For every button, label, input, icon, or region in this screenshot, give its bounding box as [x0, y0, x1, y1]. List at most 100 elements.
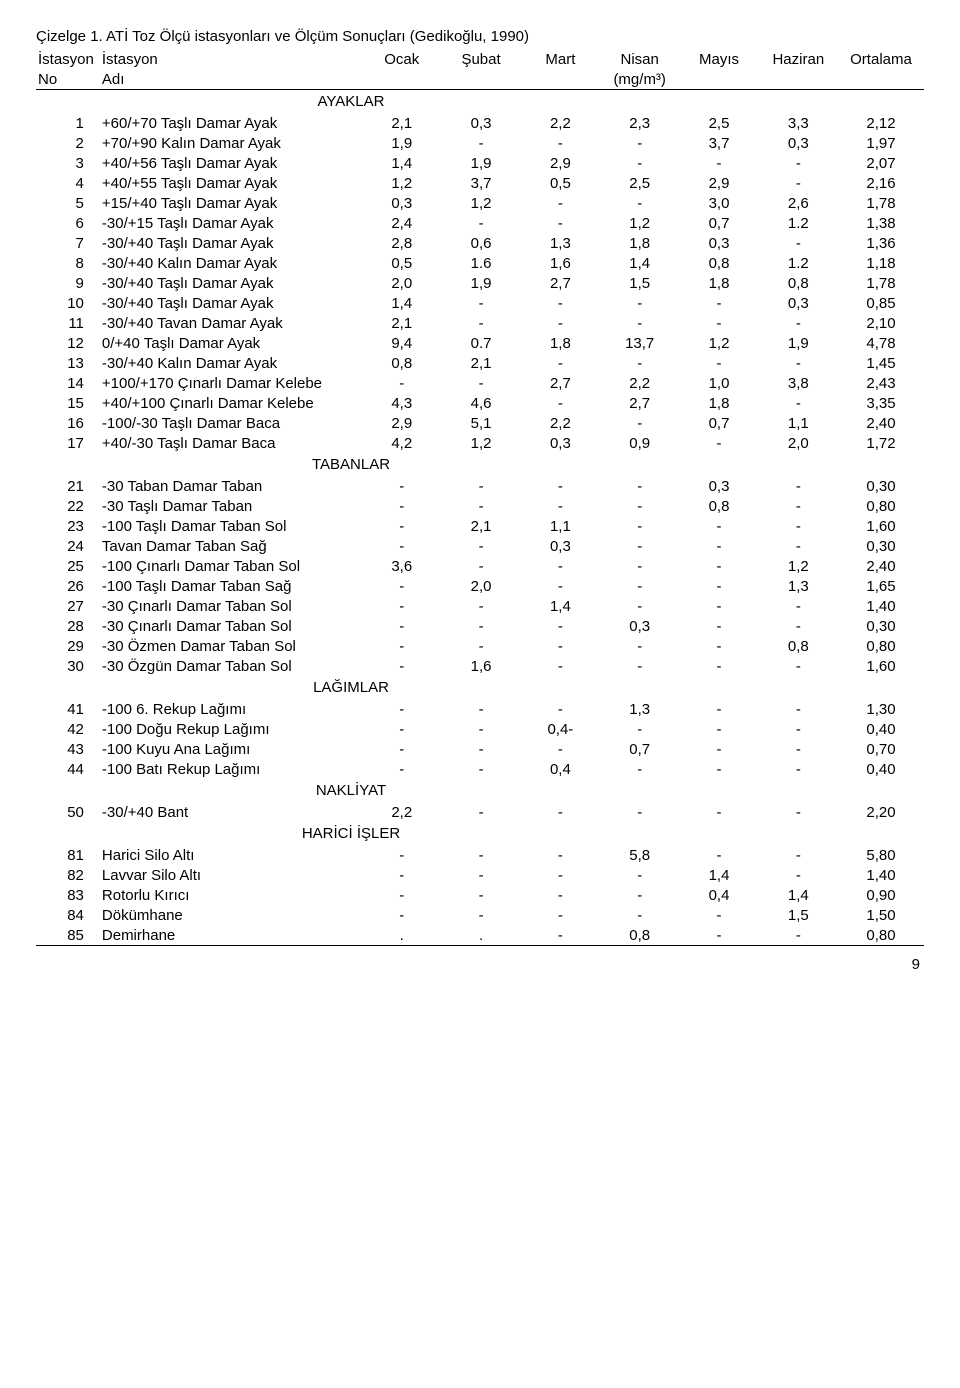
cell-value: - — [521, 905, 600, 925]
cell-value: - — [600, 719, 679, 739]
cell-value: - — [679, 925, 758, 946]
cell-station-no: 42 — [36, 719, 100, 739]
table-row: 5+15/+40 Taşlı Damar Ayak0,31,2--3,02,61… — [36, 193, 924, 213]
cell-station-name: +60/+70 Taşlı Damar Ayak — [100, 113, 362, 133]
cell-value: - — [521, 885, 600, 905]
cell-station-no: 4 — [36, 173, 100, 193]
cell-value: - — [441, 885, 520, 905]
cell-value: - — [521, 556, 600, 576]
cell-value: 2,7 — [600, 393, 679, 413]
table-row: 25-100 Çınarlı Damar Taban Sol3,6----1,2… — [36, 556, 924, 576]
cell-value: 2,8 — [362, 233, 441, 253]
cell-value: 2,2 — [362, 802, 441, 822]
cell-value: - — [441, 313, 520, 333]
cell-value: - — [759, 616, 838, 636]
cell-station-name: Dökümhane — [100, 905, 362, 925]
cell-station-name: +40/-30 Taşlı Damar Baca — [100, 433, 362, 453]
data-table: İstasyon İstasyon Ocak Şubat Mart Nisan … — [36, 49, 924, 946]
cell-value: - — [441, 476, 520, 496]
table-row: 11-30/+40 Tavan Damar Ayak2,1-----2,10 — [36, 313, 924, 333]
cell-value: - — [362, 885, 441, 905]
table-row: 23-100 Taşlı Damar Taban Sol-2,11,1---1,… — [36, 516, 924, 536]
table-row: 50-30/+40 Bant2,2-----2,20 — [36, 802, 924, 822]
cell-value: 0,6 — [441, 233, 520, 253]
cell-value: 0,8 — [759, 636, 838, 656]
cell-value: 2,43 — [838, 373, 924, 393]
table-row: 14+100/+170 Çınarlı Damar Kelebe--2,72,2… — [36, 373, 924, 393]
cell-value: - — [441, 636, 520, 656]
cell-value: 3,7 — [441, 173, 520, 193]
cell-station-no: 27 — [36, 596, 100, 616]
cell-value: 0,4 — [521, 759, 600, 779]
cell-value: - — [441, 699, 520, 719]
table-row: 10-30/+40 Taşlı Damar Ayak1,4----0,30,85 — [36, 293, 924, 313]
cell-value: 1,78 — [838, 193, 924, 213]
cell-value: - — [759, 865, 838, 885]
cell-value: - — [759, 759, 838, 779]
cell-value: - — [362, 536, 441, 556]
cell-value: - — [759, 802, 838, 822]
cell-value: - — [521, 616, 600, 636]
cell-value: - — [441, 133, 520, 153]
cell-value: - — [521, 476, 600, 496]
cell-value: 1,40 — [838, 865, 924, 885]
cell-value: 0,5 — [362, 253, 441, 273]
cell-value: 1.6 — [441, 253, 520, 273]
cell-value: - — [521, 353, 600, 373]
cell-station-name: -30/+40 Taşlı Damar Ayak — [100, 293, 362, 313]
table-row: 44-100 Batı Rekup Lağımı--0,4---0,40 — [36, 759, 924, 779]
cell-value: - — [759, 845, 838, 865]
cell-station-no: 11 — [36, 313, 100, 333]
table-row: 83Rotorlu Kırıcı----0,41,40,90 — [36, 885, 924, 905]
cell-station-no: 15 — [36, 393, 100, 413]
cell-value: 1,2 — [362, 173, 441, 193]
cell-value: 2,4 — [362, 213, 441, 233]
cell-value: - — [759, 656, 838, 676]
table-row: 29-30 Özmen Damar Taban Sol-----0,80,80 — [36, 636, 924, 656]
cell-value: - — [759, 536, 838, 556]
cell-station-no: 2 — [36, 133, 100, 153]
cell-station-name: +100/+170 Çınarlı Damar Kelebe — [100, 373, 362, 393]
cell-value: - — [521, 496, 600, 516]
cell-value: - — [679, 596, 758, 616]
cell-value: 1,5 — [759, 905, 838, 925]
cell-value: - — [679, 719, 758, 739]
table-row: 120/+40 Taşlı Damar Ayak9,40.71,813,71,2… — [36, 333, 924, 353]
cell-value: 5,80 — [838, 845, 924, 865]
cell-value: 1.2 — [759, 253, 838, 273]
cell-value: 0,3 — [759, 133, 838, 153]
section-title: TABANLAR — [36, 453, 924, 476]
cell-value: - — [521, 213, 600, 233]
cell-value: 3,6 — [362, 556, 441, 576]
table-row: 3+40/+56 Taşlı Damar Ayak1,41,92,9---2,0… — [36, 153, 924, 173]
cell-value: - — [759, 739, 838, 759]
table-row: 85Demirhane..-0,8--0,80 — [36, 925, 924, 946]
cell-value: 1,2 — [600, 213, 679, 233]
cell-value: 2,0 — [759, 433, 838, 453]
cell-value: 3,7 — [679, 133, 758, 153]
cell-value: - — [759, 233, 838, 253]
cell-value: 0,30 — [838, 536, 924, 556]
cell-value: 4,3 — [362, 393, 441, 413]
cell-value: - — [679, 636, 758, 656]
cell-value: 2,16 — [838, 173, 924, 193]
cell-station-no: 17 — [36, 433, 100, 453]
cell-value: 0,9 — [600, 433, 679, 453]
cell-value: - — [441, 293, 520, 313]
cell-value: - — [521, 393, 600, 413]
cell-value: 0,70 — [838, 739, 924, 759]
cell-station-name: -30 Çınarlı Damar Taban Sol — [100, 596, 362, 616]
cell-value: 1,2 — [679, 333, 758, 353]
cell-station-name: Tavan Damar Taban Sağ — [100, 536, 362, 556]
cell-station-name: +40/+100 Çınarlı Damar Kelebe — [100, 393, 362, 413]
cell-value: 2,7 — [521, 373, 600, 393]
cell-value: - — [362, 656, 441, 676]
cell-value: - — [679, 802, 758, 822]
cell-station-no: 1 — [36, 113, 100, 133]
cell-value: 1,18 — [838, 253, 924, 273]
cell-value: 0,3 — [521, 433, 600, 453]
cell-value: - — [441, 373, 520, 393]
table-row: 81Harici Silo Altı---5,8--5,80 — [36, 845, 924, 865]
table-row: 7-30/+40 Taşlı Damar Ayak2,80,61,31,80,3… — [36, 233, 924, 253]
cell-value: - — [521, 656, 600, 676]
